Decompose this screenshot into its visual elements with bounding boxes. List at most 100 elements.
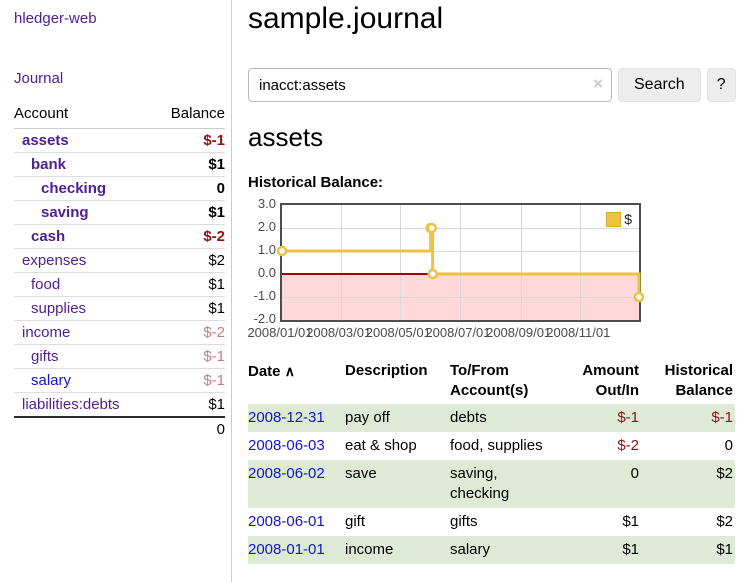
account-row: assets $-1: [14, 128, 225, 153]
search-input[interactable]: [248, 68, 612, 102]
x-axis-tick-label: 2008/09/01: [486, 325, 552, 340]
sidebar: hledger-web Journal Account Balance asse…: [0, 0, 232, 582]
date-link[interactable]: 2008-06-01: [248, 513, 325, 530]
x-axis-tick-label: 2008/01/01: [247, 325, 313, 340]
account-column-header: Account: [14, 102, 154, 129]
account-row: cash $-2: [14, 224, 225, 249]
text-cell: saving, checking: [450, 465, 510, 502]
amount-cell: $1: [622, 513, 639, 530]
chart-legend: $: [604, 210, 634, 228]
account-link-bank[interactable]: bank: [31, 156, 67, 173]
account-row: supplies $1: [14, 296, 225, 321]
sidebar-item-journal[interactable]: Journal: [14, 70, 64, 87]
account-link-income[interactable]: income: [22, 324, 71, 341]
data-point-marker: [276, 245, 288, 257]
account-link-saving[interactable]: saving: [41, 204, 89, 221]
amount-cell: $1: [622, 541, 639, 558]
account-row: salary $-1: [14, 368, 225, 393]
amount-cell: $1: [716, 541, 733, 558]
data-point-marker: [427, 268, 438, 280]
v-gridline: [460, 205, 461, 320]
account-balance: $-2: [153, 320, 225, 345]
account-row: income $-2: [14, 320, 225, 345]
account-link-checking[interactable]: checking: [41, 180, 107, 197]
accounts-table: Account Balance assets $-1 bank $1 checking 0…: [14, 102, 225, 441]
account-balance: $2: [153, 248, 225, 273]
amount-cell: 0: [724, 437, 733, 454]
amount-cell: $-2: [617, 437, 639, 454]
transaction-row: 2008-12-31 pay off debts $-1 $-1: [248, 404, 735, 432]
clear-search-icon[interactable]: ×: [593, 74, 603, 93]
accounts-total-value: 0: [216, 421, 225, 438]
data-point-marker: [633, 291, 645, 303]
v-gridline: [341, 205, 342, 320]
account-balance: $1: [153, 392, 225, 418]
main-content: sample.journal × Search ? assets Histori…: [247, 0, 742, 582]
account-link-assets[interactable]: assets: [22, 132, 69, 149]
account-row: checking 0: [14, 176, 225, 201]
account-balance: $-1: [153, 344, 225, 369]
amount-cell: $2: [716, 465, 733, 482]
y-axis-tick-label: 1.0: [257, 242, 276, 257]
description-column-header: Description: [345, 362, 428, 379]
x-axis-tick-label: 2008/05/01: [365, 325, 431, 340]
amount-cell: $-1: [711, 409, 733, 426]
y-axis-tick-label: 3.0: [257, 196, 276, 211]
date-link[interactable]: 2008-01-01: [248, 541, 325, 558]
search-form: × Search ?: [248, 68, 736, 102]
account-link-liabilities-debts[interactable]: liabilities:debts: [22, 396, 120, 413]
text-cell: food, supplies: [450, 437, 543, 454]
account-link-salary[interactable]: salary: [31, 372, 72, 389]
transaction-row: 2008-06-02 save saving, checking 0 $2: [248, 460, 735, 508]
v-gridline: [580, 205, 581, 320]
y-axis-tick-label: -2.0: [253, 311, 276, 326]
account-link-food[interactable]: food: [31, 276, 61, 293]
data-point-marker: [426, 222, 437, 234]
text-cell: gifts: [450, 513, 478, 530]
account-link-cash[interactable]: cash: [31, 228, 66, 245]
y-axis-tick-label: 2.0: [257, 219, 276, 234]
series-line: [276, 222, 645, 303]
historical-balance-chart: $ 3.0 2.0 1.0 0.0 -1.0 -2.0 2008/01/01 2008/03/…: [247, 196, 742, 348]
account-balance: $-1: [153, 128, 225, 153]
y-axis-tick-label: -1.0: [253, 288, 276, 303]
amount-cell: 0: [630, 465, 639, 482]
account-balance: 0: [153, 176, 225, 201]
account-row: bank $1: [14, 152, 225, 177]
date-link[interactable]: 2008-12-31: [248, 409, 325, 426]
account-row: saving $1: [14, 200, 225, 225]
text-cell: gift: [345, 513, 366, 530]
chart-title: Historical Balance:: [248, 174, 384, 191]
search-button[interactable]: Search: [618, 68, 701, 102]
account-row: expenses $2: [14, 248, 225, 273]
text-cell: pay off: [345, 409, 390, 426]
date-link[interactable]: 2008-06-02: [248, 465, 325, 482]
account-row: liabilities:debts $1: [14, 392, 225, 418]
account-link-supplies[interactable]: supplies: [31, 300, 87, 317]
x-axis-tick-label: 2008/03/01: [306, 325, 372, 340]
historical-balance-column-header: Historical Balance: [664, 362, 733, 399]
transaction-row: 2008-06-01 gift gifts $1 $2: [248, 508, 735, 536]
text-cell: salary: [450, 541, 491, 558]
v-gridline: [521, 205, 522, 320]
v-gridline: [400, 205, 401, 320]
account-link-expenses[interactable]: expenses: [22, 252, 87, 269]
legend-label: $: [624, 211, 632, 227]
x-axis-tick-label: 2008/11/01: [546, 325, 611, 340]
account-balance: $-2: [153, 224, 225, 249]
app-title-link[interactable]: hledger-web: [14, 10, 97, 27]
account-link-gifts[interactable]: gifts: [31, 348, 59, 365]
balance-column-header: Balance: [153, 102, 225, 129]
text-cell: income: [345, 541, 394, 558]
text-cell: eat & shop: [345, 437, 417, 454]
search-help-button[interactable]: ?: [706, 68, 736, 102]
date-link[interactable]: 2008-06-03: [248, 437, 325, 454]
account-balance: $1: [153, 152, 225, 177]
chart-plot-area: $: [276, 203, 645, 322]
account-balance: $1: [153, 200, 225, 225]
amount-cell: $2: [716, 513, 733, 530]
date-column-header[interactable]: Date ∧: [248, 363, 295, 380]
account-balance: $1: [153, 296, 225, 321]
transaction-row: 2008-06-03 eat & shop food, supplies $-2 0: [248, 432, 735, 460]
transactions-table: Date ∧ Description To/From Account(s) Am…: [248, 358, 735, 564]
